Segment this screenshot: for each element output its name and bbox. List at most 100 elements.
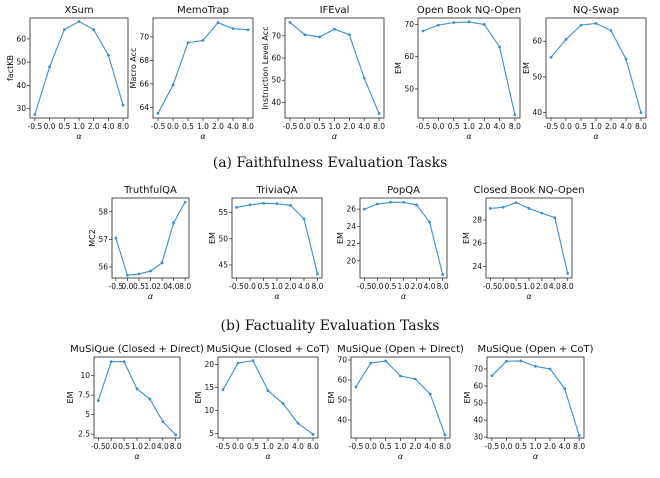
data-point	[505, 359, 508, 363]
plot-frame	[152, 17, 254, 119]
data-point	[369, 361, 373, 365]
chart-panel-7: PopQA -0.5 0.0 0.5 1.0 2.0 4.0 8.0 20 22 24 26 α EM	[336, 185, 449, 301]
y-tick-label: 7.5	[78, 391, 90, 400]
y-tick-label: 70	[271, 31, 281, 40]
y-tick-label: 50	[218, 234, 228, 243]
data-point	[362, 76, 366, 80]
y-tick-label: 58	[98, 207, 108, 216]
data-point	[160, 261, 164, 265]
y-tick-label: 5	[85, 410, 90, 419]
x-axis-label: α	[398, 452, 404, 461]
x-axis-label: α	[200, 132, 206, 141]
x-tick-label: 0.0	[44, 122, 56, 131]
x-tick-label: 4.0	[424, 442, 436, 451]
caption-factuality: (b) Factuality Evaluation Tasks	[220, 318, 440, 334]
x-tick-label: 2.0	[144, 442, 156, 451]
x-tick-label: 2.0	[285, 282, 297, 291]
x-tick-label: 2.0	[156, 282, 168, 291]
series-line	[355, 360, 446, 436]
y-tick-label: 50	[16, 58, 26, 67]
x-tick-label: 4.0	[227, 122, 239, 131]
x-tick-label: 0.5	[448, 122, 460, 131]
y-axis-label: factKB	[6, 55, 15, 81]
series-line	[364, 201, 444, 275]
data-point	[289, 203, 292, 207]
y-tick-label: 66	[139, 79, 149, 88]
chart-panel-8: Closed Book NQ-Open -0.5 0.0 0.5 1.0 2.0 4.0 8.…	[462, 185, 584, 301]
chart-title: TriviaQA	[255, 185, 297, 196]
data-point	[577, 434, 581, 437]
x-tick-label: 4.0	[157, 442, 169, 451]
data-point	[262, 201, 265, 205]
data-point	[109, 360, 113, 364]
chart-panel-12: MuSiQue (Open + CoT) -0.5 0.0 0.5 1.0 2.0 4.0 8…	[463, 344, 593, 461]
y-tick-label: 24	[472, 262, 482, 271]
y-tick-label: 50	[337, 396, 347, 405]
x-tick-label: 1.0	[523, 282, 535, 291]
chart-title: IFEval	[320, 5, 350, 16]
plot-frame	[217, 356, 319, 439]
data-point	[540, 211, 544, 215]
data-point	[137, 272, 141, 276]
chart-title: MemoTrap	[177, 5, 229, 16]
y-tick-label: 50	[532, 72, 542, 81]
data-point	[135, 387, 139, 391]
x-tick-label: 4.0	[358, 122, 370, 131]
x-axis-label: α	[148, 292, 154, 301]
plot-frame	[29, 17, 129, 119]
data-point	[579, 23, 583, 27]
data-point	[281, 402, 285, 405]
y-tick-label: 60	[473, 381, 483, 390]
x-axis-label: α	[401, 292, 407, 301]
data-point	[275, 202, 279, 206]
x-tick-label: 1.0	[398, 282, 410, 291]
x-tick-label: 4.0	[424, 282, 436, 291]
data-point	[384, 359, 388, 363]
data-point	[594, 21, 598, 25]
x-tick-label: -0.5	[483, 282, 498, 291]
y-tick-label: 10	[204, 406, 214, 415]
y-tick-label: 26	[472, 239, 482, 248]
y-tick-label: 60	[532, 37, 542, 46]
data-point	[33, 113, 37, 116]
x-axis-label: α	[533, 452, 539, 461]
x-tick-label: 1.0	[590, 122, 602, 131]
chart-title: MuSiQue (Open + Direct)	[337, 344, 464, 355]
data-point	[376, 202, 379, 206]
y-axis-label: EM	[462, 232, 471, 244]
data-point	[624, 57, 628, 61]
data-point	[92, 28, 96, 32]
y-tick-label: 15	[204, 383, 214, 392]
y-tick-label: 24	[346, 222, 356, 231]
x-tick-label: 0.0	[232, 442, 244, 451]
x-tick-label: -0.5	[216, 442, 231, 451]
data-point	[48, 65, 51, 69]
data-point	[482, 23, 486, 26]
data-point	[62, 28, 66, 32]
data-point	[302, 217, 306, 221]
x-tick-label: 0.0	[244, 282, 256, 291]
x-tick-label: -0.5	[357, 282, 372, 291]
data-point	[172, 221, 176, 225]
data-point	[316, 272, 319, 276]
x-tick-label: 0.0	[500, 442, 512, 451]
data-point	[171, 83, 175, 87]
x-tick-label: 0.5	[515, 442, 527, 451]
chart-panel-0: XSum -0.5 0.0 0.5 1.0 2.0 4.0 8.0 30 40 50 60 α factK…	[6, 5, 129, 141]
y-tick-label: 68	[139, 56, 149, 65]
y-tick-label: 30	[16, 104, 26, 113]
chart-title: XSum	[64, 5, 93, 16]
y-tick-label: 60	[337, 376, 347, 385]
series-line	[157, 22, 249, 114]
x-tick-label: 0.5	[247, 442, 259, 451]
data-point	[216, 21, 220, 25]
y-tick-label: 5	[209, 429, 214, 438]
series-line	[222, 360, 314, 435]
data-point	[156, 111, 160, 115]
x-axis-label: α	[593, 132, 599, 141]
data-point	[549, 55, 553, 59]
x-tick-label: 0.0	[105, 442, 117, 451]
data-point	[514, 201, 518, 205]
data-point	[236, 361, 240, 365]
